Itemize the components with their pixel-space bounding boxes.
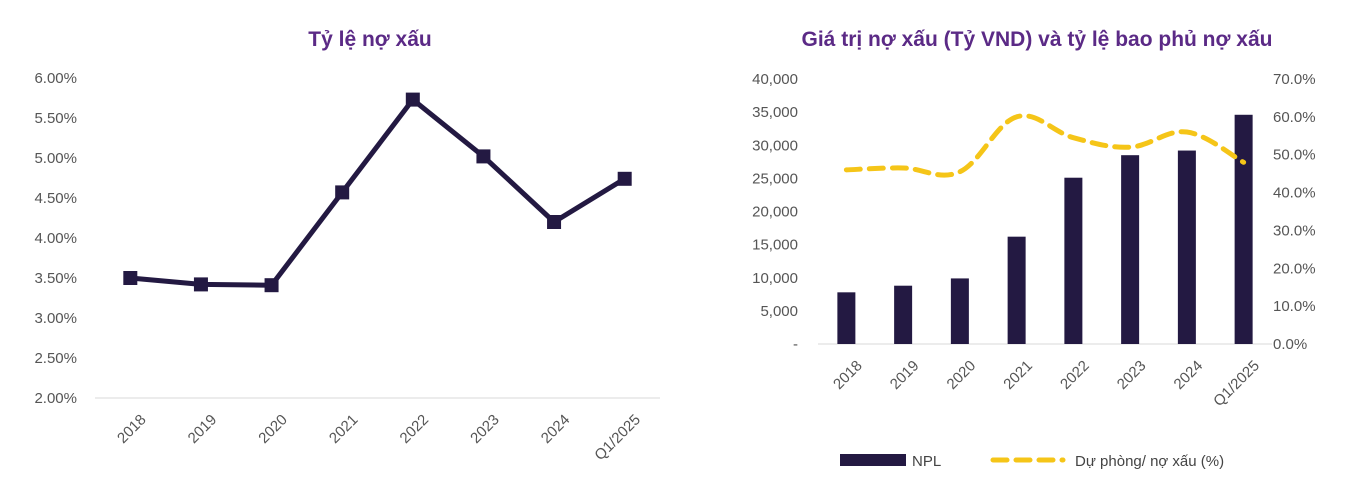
right-y-tick-label: 0.0% [1273, 336, 1307, 353]
coverage-line [843, 113, 1247, 178]
y-tick-label: 2.50% [34, 350, 77, 367]
npl-ratio-line [130, 97, 626, 288]
npl-ratio-marker [335, 185, 350, 200]
x-tick-label: 2023 [467, 411, 503, 447]
x-tick-label: 2021 [326, 411, 362, 447]
npl-ratio-marker [617, 171, 632, 186]
y-tick-label: 4.00% [34, 230, 77, 247]
right-y-tick-label: 70.0% [1273, 71, 1316, 88]
npl-bar [950, 278, 969, 344]
npl-ratio-marker [547, 215, 562, 229]
npl-ratio-marker [193, 277, 208, 292]
x-tick-label: 2023 [1114, 357, 1150, 393]
y-tick-label: 4.50% [34, 190, 77, 207]
left-y-tick-label: 5,000 [760, 303, 798, 320]
y-tick-label: 3.50% [34, 270, 77, 287]
x-tick-label: 2020 [944, 357, 980, 393]
x-tick-label: 2022 [397, 411, 433, 447]
npl-bar [1064, 177, 1083, 344]
right-y-tick-label: 20.0% [1273, 260, 1316, 277]
x-tick-label: 2021 [1000, 357, 1036, 393]
right-y-tick-label: 40.0% [1273, 185, 1316, 202]
right-y-tick-label: 30.0% [1273, 222, 1316, 239]
npl-ratio-marker [123, 271, 138, 285]
npl-ratio-marker [264, 278, 279, 293]
x-tick-label: 2024 [538, 411, 574, 447]
x-tick-label: 2024 [1171, 357, 1207, 393]
npl-bar [894, 285, 913, 344]
npl-ratio-chart: Tỷ lệ nợ xấu 2.00% 2.50% 3.00% 3.50% 4.00% 4.… [34, 28, 660, 464]
x-tick-label: Q1/2025 [591, 411, 644, 464]
npl-bar [1177, 150, 1196, 344]
left-y-tick-label: 35,000 [752, 104, 798, 121]
left-y-tick-label: 10,000 [752, 270, 798, 287]
legend-npl-swatch [840, 454, 906, 466]
y-tick-label: 6.00% [34, 70, 77, 87]
legend-coverage-label: Dự phòng/ nợ xấu (%) [1075, 453, 1224, 470]
npl-bar [1007, 236, 1026, 344]
x-tick-label: 2018 [114, 411, 150, 447]
x-tick-label: 2018 [830, 357, 866, 393]
npl-ratio-marker [476, 149, 491, 164]
right-y-tick-label: 10.0% [1273, 298, 1316, 315]
x-tick-label: 2022 [1057, 357, 1093, 393]
legend-npl-label: NPL [912, 453, 941, 470]
npl-value-coverage-chart: Giá trị nợ xấu (Tỷ VND) và tỷ lệ bao phủ… [752, 28, 1316, 470]
x-tick-label: 2019 [185, 411, 221, 447]
npl-bar [837, 292, 856, 344]
y-tick-label: 2.00% [34, 390, 77, 407]
left-y-tick-label: 25,000 [752, 170, 798, 187]
npl-bar [1234, 114, 1253, 345]
right-y-tick-label: 60.0% [1273, 109, 1316, 126]
npl-bar [1121, 155, 1140, 344]
npl-ratio-marker [405, 92, 420, 107]
left-y-tick-label: - [793, 336, 798, 353]
left-y-tick-label: 30,000 [752, 137, 798, 154]
right-y-tick-label: 50.0% [1273, 147, 1316, 164]
npl-value-title: Giá trị nợ xấu (Tỷ VND) và tỷ lệ bao phủ… [802, 28, 1273, 51]
npl-ratio-title: Tỷ lệ nợ xấu [308, 28, 431, 51]
left-y-tick-label: 40,000 [752, 71, 798, 88]
left-y-tick-label: 20,000 [752, 204, 798, 221]
x-tick-label: 2020 [255, 411, 291, 447]
left-y-tick-label: 15,000 [752, 237, 798, 254]
x-tick-label: 2019 [887, 357, 923, 393]
y-tick-label: 3.00% [34, 310, 77, 327]
y-tick-label: 5.50% [34, 110, 77, 127]
x-tick-label: Q1/2025 [1210, 357, 1263, 410]
y-tick-label: 5.00% [34, 150, 77, 167]
